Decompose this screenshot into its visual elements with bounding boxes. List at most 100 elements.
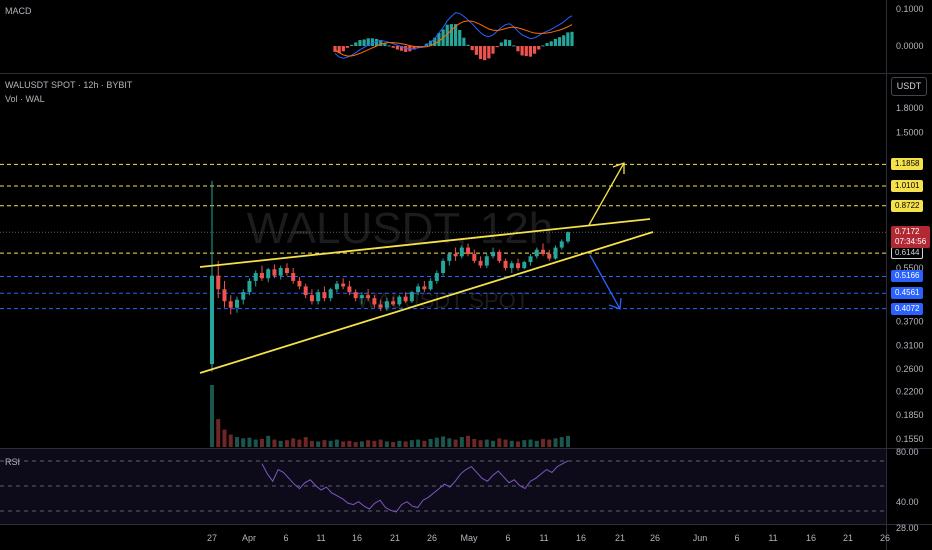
time-tick-label: 16 <box>352 533 362 543</box>
volume-bar <box>428 438 433 447</box>
candle-body <box>534 249 539 257</box>
candle-body <box>453 254 458 257</box>
macd-histogram-bar <box>412 46 416 50</box>
candle-body <box>334 283 339 290</box>
volume-bar <box>497 438 502 447</box>
macd-histogram-bar <box>445 24 449 46</box>
macd-histogram-bar <box>370 38 375 46</box>
level-price-badge[interactable]: 0.4561 <box>891 287 924 300</box>
candles[interactable] <box>210 180 570 372</box>
macd-histogram-bar <box>487 46 491 59</box>
macd-histogram-bar <box>366 38 370 46</box>
volume-bar <box>253 439 258 447</box>
macd-histogram-bar <box>404 46 408 52</box>
volume-bar <box>259 438 264 447</box>
macd-histogram-bar <box>503 39 508 46</box>
volume-bar <box>378 439 383 447</box>
volume-bar <box>334 439 339 447</box>
macd-histogram-bar <box>453 24 458 46</box>
time-tick-label: 16 <box>806 533 816 543</box>
last-price-badge[interactable]: 0.7172 07:34:56 <box>891 226 931 249</box>
level-price-badge[interactable]: 1.0101 <box>891 179 924 192</box>
candle-body <box>272 269 277 276</box>
time-tick-label: 11 <box>539 533 548 543</box>
volume-bar <box>472 438 477 447</box>
volume-bar <box>416 439 421 447</box>
volume-bar <box>372 440 377 447</box>
rsi-plot: 80.00 40.00 28.00 <box>261 447 919 533</box>
time-tick-label: 6 <box>283 533 288 543</box>
macd-histogram-bar <box>374 38 379 46</box>
currency-button[interactable]: USDT <box>891 77 927 96</box>
volume-bar <box>309 440 314 447</box>
rsi-tick-label: 40.00 <box>896 497 919 507</box>
candle-body <box>466 247 471 255</box>
candle-body <box>478 260 483 266</box>
candle-body <box>322 292 327 299</box>
candle-body <box>378 304 383 308</box>
candle-body <box>497 251 502 261</box>
candle-body <box>566 232 570 242</box>
volume-bar <box>241 438 246 447</box>
volume-bar <box>278 440 283 447</box>
rsi-line <box>261 460 569 513</box>
horizontal-levels[interactable] <box>0 163 886 310</box>
time-tick-label: 27 <box>207 533 217 543</box>
time-tick-label: May <box>460 533 478 543</box>
macd-histogram-bar <box>545 43 549 46</box>
volume-bar <box>534 440 539 447</box>
time-tick-label: Jun <box>693 533 708 543</box>
level-price-badge[interactable]: 0.5166 <box>891 270 924 283</box>
macd-histogram-bar <box>508 40 512 46</box>
price-tick-label: 0.1550 <box>896 434 924 444</box>
candle-body <box>241 292 246 300</box>
price-tick-label: 1.5000 <box>896 128 924 138</box>
volume-bar <box>384 441 389 447</box>
candle-body <box>403 296 408 302</box>
volume-bar <box>234 437 239 447</box>
macd-histogram-bar <box>333 46 337 52</box>
lower-trendline[interactable] <box>199 231 654 374</box>
candle-body <box>216 275 221 290</box>
macd-histogram-bar <box>516 46 520 52</box>
candle-body <box>284 268 289 274</box>
macd-histogram-bar <box>362 39 366 46</box>
bearish-arrowhead <box>608 297 622 310</box>
bullish-arrow[interactable] <box>588 162 625 226</box>
macd-histogram-bar <box>566 32 570 46</box>
level-price-badge[interactable]: 0.4072 <box>891 302 924 315</box>
rsi-tick-label: 80.00 <box>896 447 919 457</box>
candle-body <box>416 286 421 293</box>
macd-histogram-bar <box>520 46 524 56</box>
volume-bar <box>397 440 402 447</box>
level-price-badge[interactable]: 0.8722 <box>891 199 924 212</box>
macd-histogram-bar <box>354 42 358 46</box>
macd-line <box>334 12 573 59</box>
rsi-legend: RSI <box>5 457 21 467</box>
symbol-legend[interactable]: WALUSDT SPOT · 12h · BYBIT <box>5 80 133 90</box>
macd-histogram-bar <box>524 46 528 57</box>
macd-histogram-bar <box>541 45 545 47</box>
time-tick-label: 26 <box>880 533 890 543</box>
volume-bar <box>297 439 302 447</box>
upper-trendline[interactable] <box>199 218 651 268</box>
macd-histogram-bar <box>449 24 454 46</box>
candle-body <box>516 263 521 269</box>
macd-histogram-bar <box>345 46 350 48</box>
candle-body <box>309 295 314 302</box>
candle-body <box>541 249 546 255</box>
price-axis[interactable]: 1.8000 1.5000 0.5500 0.3700 0.3100 0.2600 0.22… <box>896 103 924 444</box>
bearish-arrow[interactable] <box>589 254 621 310</box>
macd-histogram-bar <box>383 43 387 46</box>
time-tick-label: 6 <box>734 533 739 543</box>
time-axis[interactable]: 27 Apr 6 11 16 21 26 May 6 11 16 21 26 Jun 6 11 16 21 26 <box>207 533 890 543</box>
signal-line <box>334 20 573 57</box>
level-price-badge[interactable]: 0.6144 <box>891 247 924 260</box>
candle-body <box>372 298 377 305</box>
macd-histogram-bar <box>350 44 354 46</box>
volume-bar <box>491 440 496 447</box>
time-tick-label: 6 <box>505 533 510 543</box>
level-price-badge[interactable]: 1.1858 <box>891 158 924 171</box>
macd-plot: 0.1000 0.0000 <box>333 4 924 61</box>
